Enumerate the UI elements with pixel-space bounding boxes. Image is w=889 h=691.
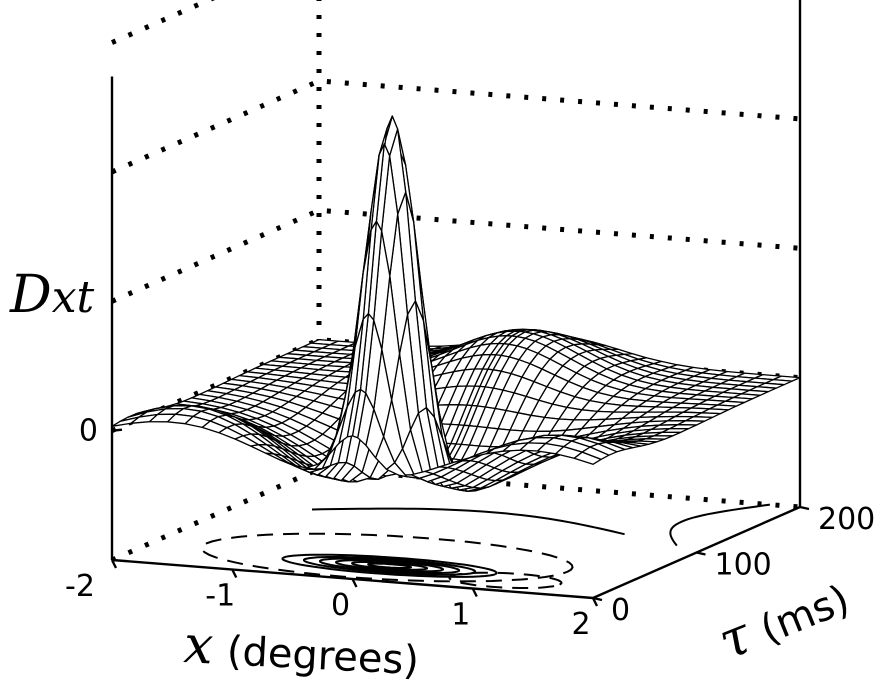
- x-tick-label: -2: [65, 569, 95, 604]
- tau-tick-mark: [799, 505, 810, 511]
- grid-line: [110, 0, 216, 45]
- tau-tick-label: 200: [818, 502, 875, 537]
- x-axis-label: x (degrees): [182, 615, 420, 687]
- grid-lines: [110, 0, 801, 563]
- grid-line: [110, 337, 801, 433]
- z-axis-label: Dxt: [9, 265, 95, 325]
- z-axis-label-main: D: [9, 265, 52, 325]
- z-axis-label-sub: xt: [52, 272, 95, 323]
- x-axis-label-unit: (degrees): [226, 628, 420, 684]
- tau-tick-label: 100: [715, 548, 772, 583]
- x-tick-mark: [471, 587, 478, 598]
- rebound-contour: [311, 507, 625, 536]
- x-tick-labels: -2 -1 0 1 2: [65, 569, 591, 642]
- x-tick-mark: [231, 568, 238, 579]
- surround-contour: [448, 571, 563, 589]
- x-tick-label: 1: [451, 598, 470, 633]
- tau-tick-labels: 0 100 200: [611, 502, 875, 628]
- center-contour: [319, 557, 461, 574]
- z-tick-label: 0: [79, 414, 98, 449]
- axes: [110, 0, 810, 607]
- grid-line: [110, 78, 801, 175]
- tau-axis-label-symbol: τ: [710, 605, 760, 672]
- center-contour: [351, 560, 428, 571]
- x-tick-mark: [110, 559, 118, 569]
- x-tick-label: 2: [571, 607, 590, 642]
- tau-tick-label: 0: [611, 593, 630, 628]
- center-contour: [367, 562, 412, 569]
- center-contour: [335, 559, 444, 573]
- grid-line: [110, 207, 801, 304]
- x-tick-mark: [351, 578, 358, 588]
- tau-tick-mark: [696, 551, 706, 556]
- rebound-contour: [669, 503, 771, 547]
- surface-mesh: [111, 115, 801, 492]
- z-tick-labels: 0: [79, 414, 98, 449]
- x-axis-label-symbol: x: [182, 615, 214, 676]
- mesh-cell: [111, 416, 140, 427]
- center-contour: [303, 556, 477, 576]
- floor-contours: [200, 503, 771, 589]
- tau-tick-mark: [592, 596, 603, 602]
- x-tick-label: 0: [331, 588, 350, 623]
- x-tick-label: -1: [205, 579, 235, 614]
- grid-line: [110, 466, 801, 563]
- surround-contour: [200, 532, 574, 583]
- z-tick-mark: [111, 428, 123, 432]
- tau-axis-label-unit: (ms): [754, 577, 856, 654]
- center-contour: [281, 553, 498, 578]
